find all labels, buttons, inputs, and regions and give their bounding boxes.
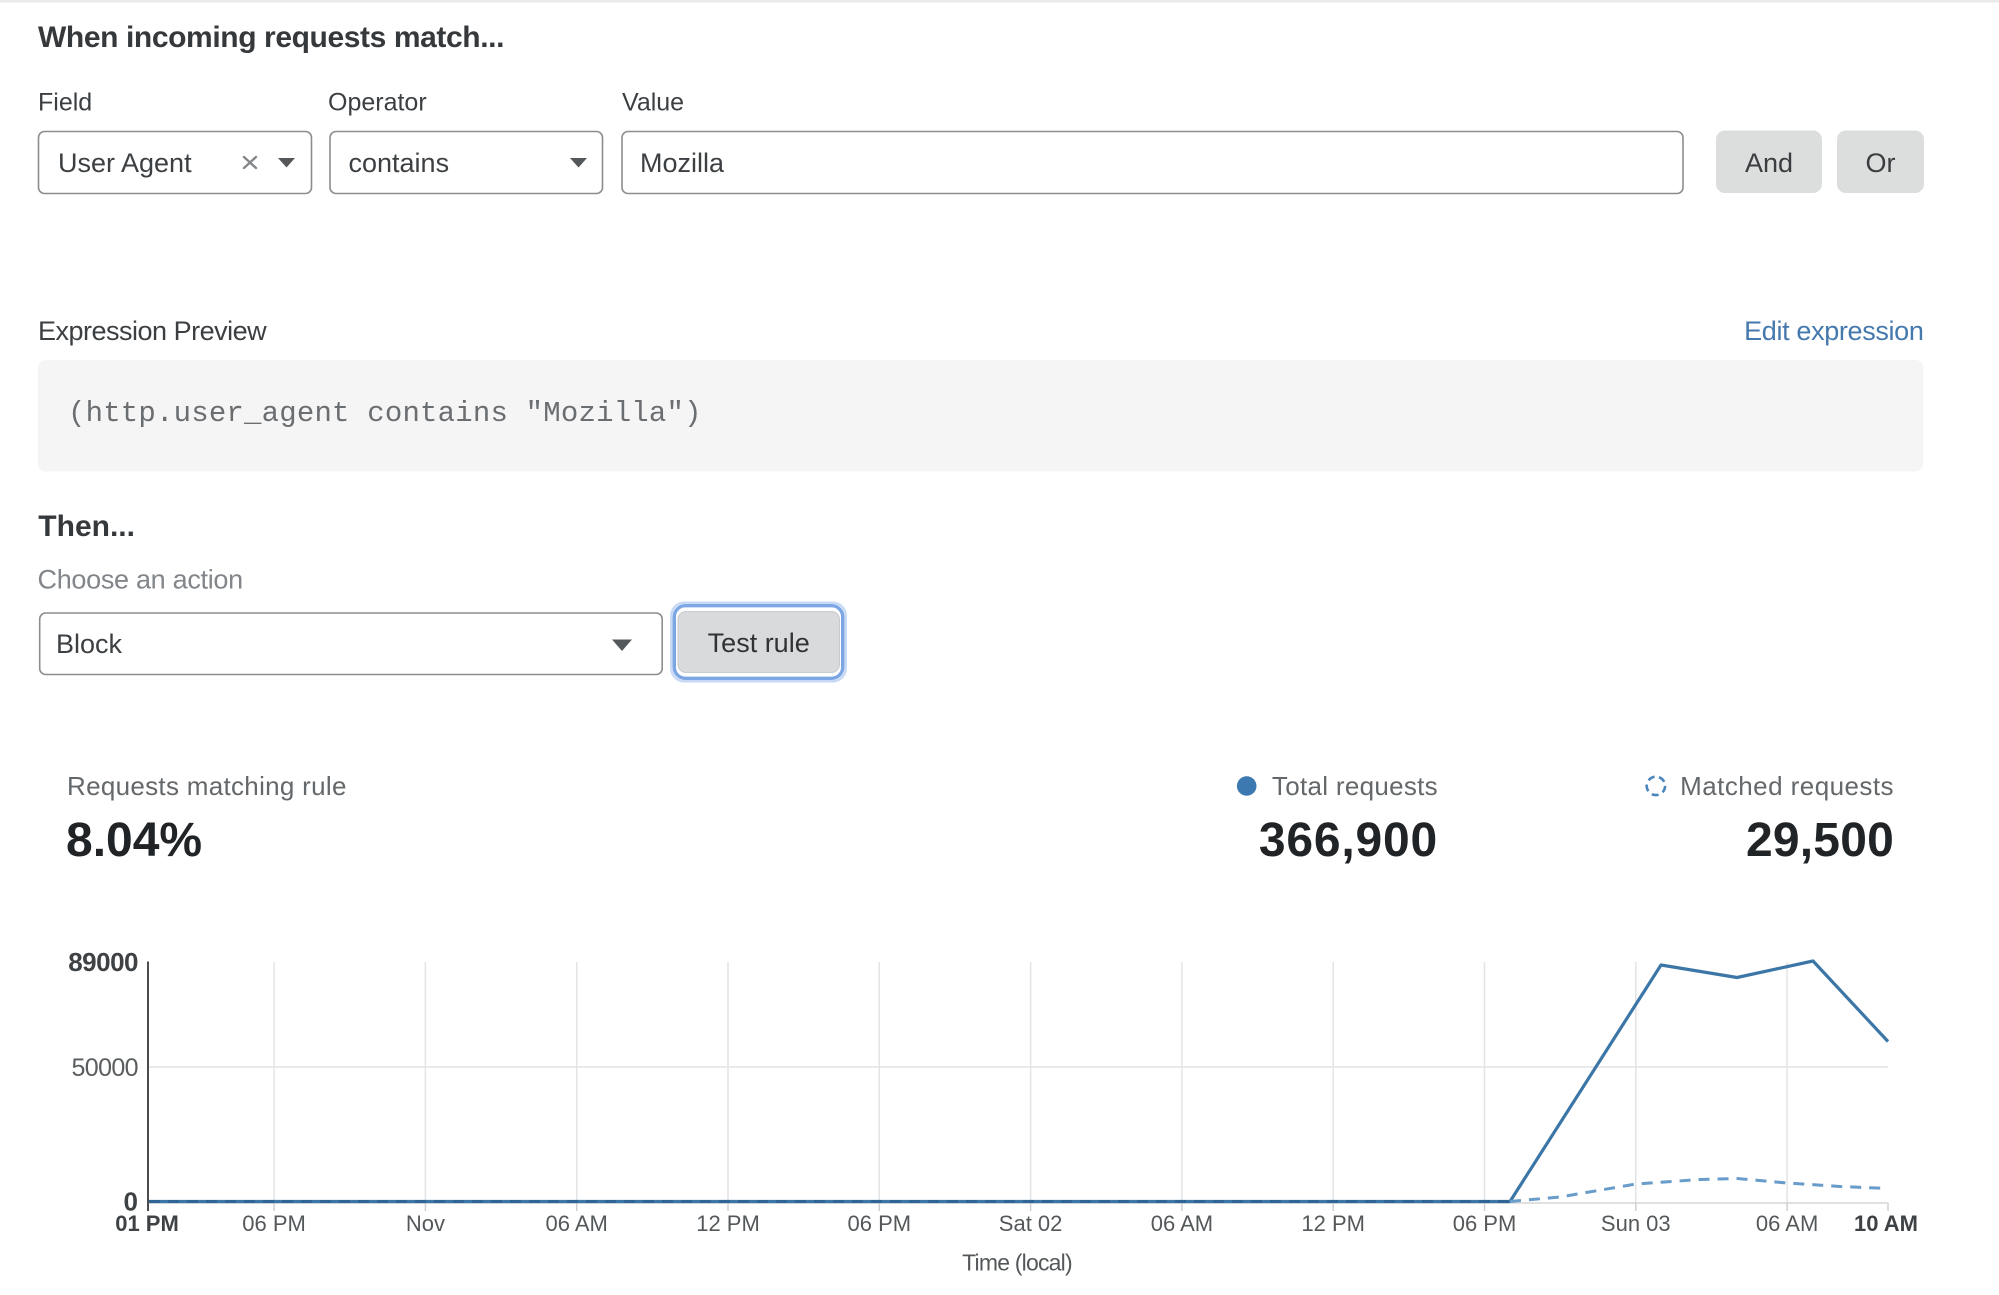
svg-text:01 PM: 01 PM (115, 1211, 179, 1236)
svg-text:06 AM: 06 AM (1151, 1211, 1213, 1236)
svg-text:Edit expression: Edit expression (1744, 316, 1923, 346)
svg-text:Then...: Then... (38, 510, 135, 543)
svg-text:Value: Value (622, 89, 684, 117)
svg-text:Matched requests: Matched requests (1680, 771, 1894, 801)
svg-text:Total requests: Total requests (1272, 771, 1438, 801)
svg-text:User Agent: User Agent (58, 148, 192, 178)
svg-text:Nov: Nov (406, 1211, 445, 1236)
svg-text:contains: contains (349, 148, 450, 178)
svg-text:Operator: Operator (328, 89, 427, 117)
svg-text:Block: Block (56, 629, 123, 659)
svg-text:12 PM: 12 PM (696, 1211, 760, 1236)
svg-text:366,900: 366,900 (1259, 814, 1438, 867)
svg-text:8.04%: 8.04% (66, 814, 202, 867)
svg-text:Mozilla: Mozilla (640, 148, 725, 178)
svg-text:12 PM: 12 PM (1301, 1211, 1365, 1236)
svg-text:Requests matching rule: Requests matching rule (67, 771, 347, 801)
svg-text:Sat 02: Sat 02 (999, 1211, 1063, 1236)
svg-text:Expression Preview: Expression Preview (38, 316, 267, 346)
svg-text:(http.user_agent contains "Moz: (http.user_agent contains "Mozilla") (68, 397, 702, 430)
svg-text:Sun 03: Sun 03 (1601, 1211, 1671, 1236)
svg-text:0: 0 (124, 1187, 138, 1217)
svg-text:Choose an action: Choose an action (38, 565, 243, 595)
svg-text:50000: 50000 (71, 1054, 138, 1082)
svg-text:06 PM: 06 PM (242, 1211, 306, 1236)
svg-text:06 PM: 06 PM (848, 1211, 912, 1236)
svg-text:Field: Field (38, 89, 92, 117)
svg-text:When incoming requests match..: When incoming requests match... (38, 21, 504, 54)
svg-text:Or: Or (1866, 148, 1896, 178)
svg-text:Time (local): Time (local) (962, 1250, 1072, 1276)
svg-text:10 AM: 10 AM (1854, 1211, 1918, 1236)
svg-text:29,500: 29,500 (1746, 814, 1894, 867)
svg-text:Test rule: Test rule (708, 628, 810, 658)
svg-text:06 AM: 06 AM (546, 1211, 608, 1236)
svg-text:06 AM: 06 AM (1756, 1211, 1818, 1236)
svg-text:And: And (1745, 148, 1793, 178)
svg-text:89000: 89000 (68, 947, 138, 977)
svg-text:06 PM: 06 PM (1453, 1211, 1517, 1236)
